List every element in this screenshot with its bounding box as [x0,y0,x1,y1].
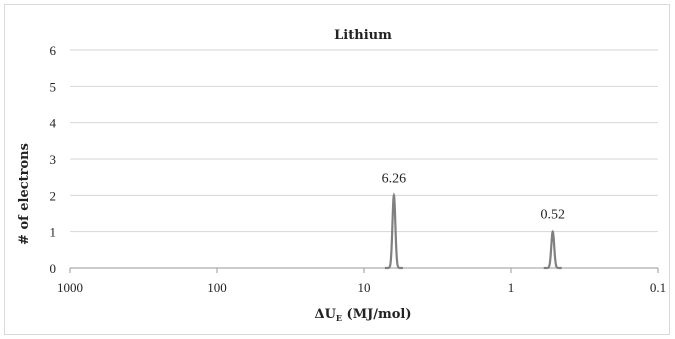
y-tick-label: 4 [50,116,57,131]
grid-layer [70,49,658,269]
peak-line [543,229,562,270]
x-axis-title-suffix: (MJ/mol) [342,307,411,322]
x-tick-label: 100 [207,280,227,295]
y-tick-label: 3 [50,152,57,167]
peak-line [384,192,403,270]
y-tick-label: 1 [50,225,57,240]
chart-area [4,4,670,335]
y-tick-label: 6 [50,43,57,58]
label-layer: 6.26 0.52 [382,171,565,222]
y-tick-label: 0 [50,261,57,276]
x-tick-label: 1 [508,280,515,295]
chart-title: Lithium [334,28,392,43]
peak-data-label: 6.26 [382,171,407,186]
x-tick-label: 0.1 [650,280,666,295]
x-axis-title-prefix: ΔU [314,307,336,322]
peak-data-label: 0.52 [540,208,565,223]
series-layer [384,192,562,270]
x-axis-title: ΔUE (MJ/mol) [314,307,411,323]
x-tick-label: 10 [358,280,371,295]
x-tick-label: 1000 [57,280,83,295]
x-axis-title-subscript: E [336,313,342,323]
tick-layer: 0 1 2 3 4 5 6 1000 100 10 1 0.1 [50,43,667,295]
y-tick-label: 5 [50,79,57,94]
y-axis-title: # of electrons [17,143,32,245]
y-tick-label: 2 [50,188,57,203]
